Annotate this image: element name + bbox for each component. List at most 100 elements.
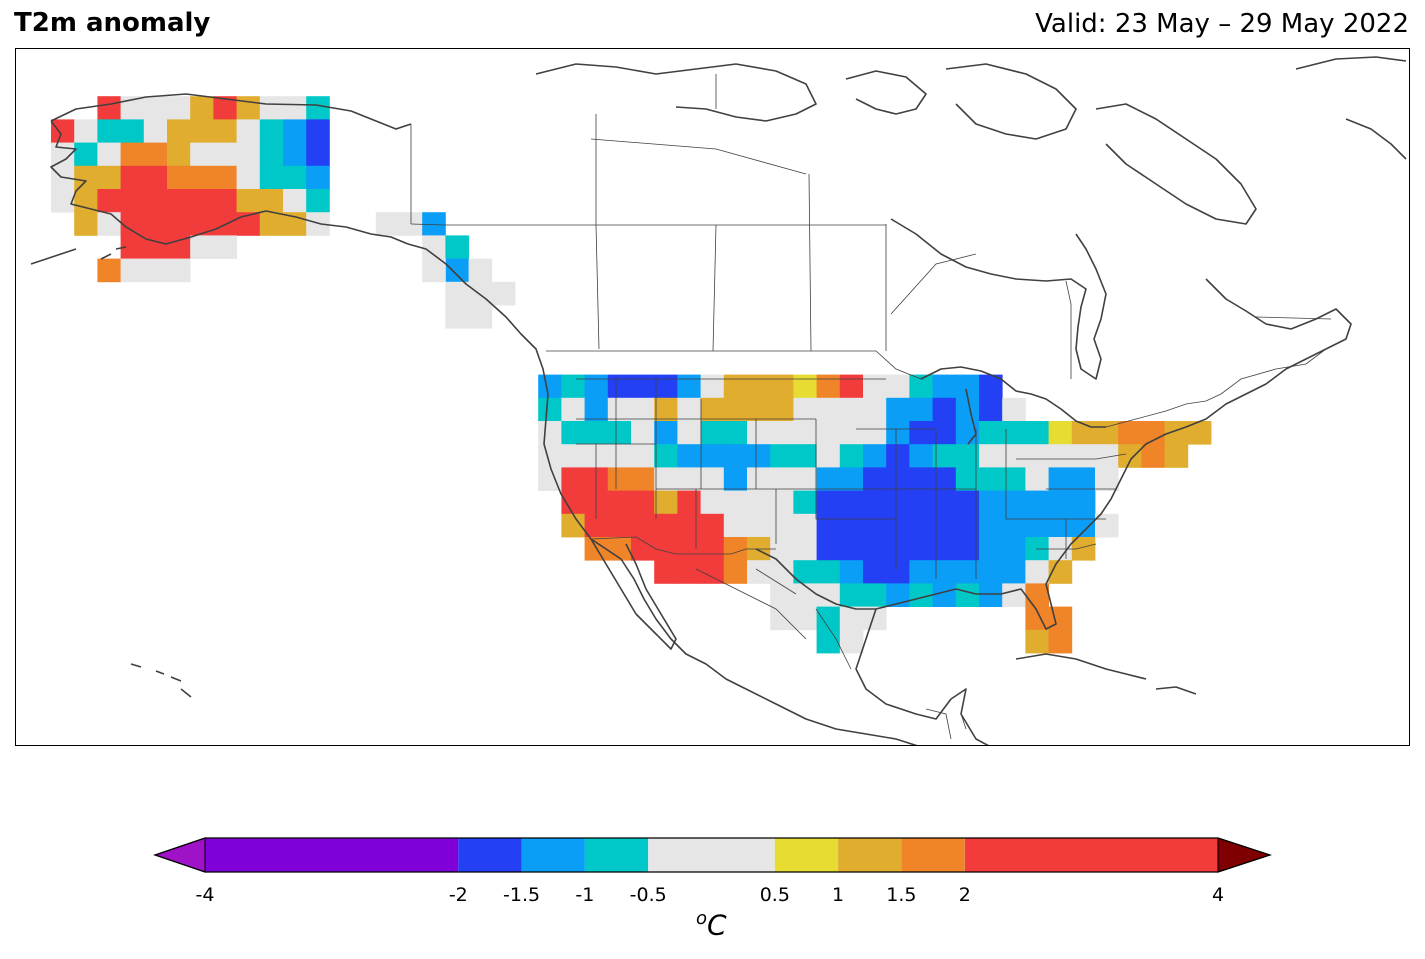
anomaly-cell-lower48 bbox=[538, 444, 562, 468]
anomaly-cell-lower48 bbox=[770, 583, 794, 607]
anomaly-cell-alaska bbox=[120, 165, 145, 190]
anomaly-cell-alaska bbox=[190, 212, 214, 236]
anomaly-cell-lower48 bbox=[654, 513, 678, 538]
valid-period: Valid: 23 May – 29 May 2022 bbox=[1035, 9, 1409, 39]
anomaly-cell-alaska bbox=[97, 189, 121, 213]
coastline-hudson bbox=[890, 218, 1107, 380]
anomaly-cell-lower48 bbox=[909, 421, 933, 445]
anomaly-cell-lower48 bbox=[770, 467, 794, 491]
colorbar-tick-label: -0.5 bbox=[629, 884, 667, 906]
anomaly-cell-alaska bbox=[213, 165, 237, 190]
anomaly-cell-lower48 bbox=[816, 629, 841, 654]
anomaly-cell-alaska bbox=[236, 119, 261, 143]
anomaly-cell-lower48 bbox=[700, 374, 725, 399]
anomaly-cell-lower48 bbox=[816, 583, 841, 607]
anomaly-cell-alaska bbox=[306, 142, 330, 167]
coastline-mexico-gulf bbox=[855, 608, 989, 745]
coastline-aleutians bbox=[30, 246, 127, 265]
anomaly-cell-lower48 bbox=[631, 490, 655, 515]
anomaly-cell-lower48 bbox=[700, 444, 725, 468]
anomaly-cell-lower48 bbox=[979, 444, 1003, 468]
map-title: T2m anomaly bbox=[14, 8, 211, 38]
anomaly-cell-lower48 bbox=[932, 490, 957, 515]
anomaly-cell-lower48 bbox=[816, 606, 841, 631]
anomaly-cell-lower48 bbox=[584, 421, 609, 445]
anomaly-cell-lower48 bbox=[1118, 444, 1142, 468]
anomaly-cell-lower48 bbox=[909, 513, 933, 538]
anomaly-cell-lower48 bbox=[863, 467, 887, 491]
anomaly-cell-lower48 bbox=[886, 537, 910, 561]
colorbar-tick-label: 1 bbox=[832, 884, 845, 906]
anomaly-cell-alaska bbox=[97, 142, 121, 167]
anomaly-cell-lower48 bbox=[654, 537, 678, 561]
anomaly-cell-lower48 bbox=[955, 467, 980, 491]
coastline-hawaii bbox=[130, 663, 192, 698]
anomaly-cell-alaska bbox=[422, 235, 446, 259]
anomaly-cell-lower48 bbox=[793, 490, 817, 515]
coastline-pacific bbox=[407, 243, 918, 745]
anomaly-cell-lower48 bbox=[932, 397, 957, 422]
anomaly-cell-lower48 bbox=[677, 374, 701, 399]
anomaly-cell-lower48 bbox=[909, 467, 933, 491]
anomaly-cell-lower48 bbox=[886, 444, 910, 468]
anomaly-cell-lower48 bbox=[886, 560, 910, 584]
anomaly-cell-lower48 bbox=[932, 537, 957, 561]
anomaly-cell-alaska bbox=[259, 119, 284, 143]
anomaly-cell-lower48 bbox=[747, 490, 771, 515]
anomaly-cell-lower48 bbox=[654, 560, 678, 584]
anomaly-cell-lower48 bbox=[793, 374, 817, 399]
anomaly-cell-lower48 bbox=[955, 397, 980, 422]
anomaly-cell-alaska bbox=[74, 212, 98, 236]
anomaly-cell-lower48 bbox=[816, 490, 841, 515]
anomaly-cell-alaska bbox=[51, 189, 75, 213]
colorbar-outline bbox=[153, 837, 1272, 873]
anomaly-cell-lower48 bbox=[654, 467, 678, 491]
unit-label: C bbox=[707, 908, 727, 942]
anomaly-cell-lower48 bbox=[839, 421, 864, 445]
colorbar-tick-label: -1.5 bbox=[503, 884, 541, 906]
coastline-baja bbox=[590, 538, 677, 650]
anomaly-cell-lower48 bbox=[677, 467, 701, 491]
colorbar-segment bbox=[648, 838, 775, 872]
anomaly-cell-alaska bbox=[97, 119, 121, 143]
anomaly-cell-alaska bbox=[143, 212, 168, 236]
anomaly-cell-lower48 bbox=[955, 374, 980, 399]
anomaly-cell-lower48 bbox=[654, 421, 678, 445]
anomaly-cell-lower48 bbox=[607, 397, 632, 422]
anomaly-cell-lower48 bbox=[979, 513, 1003, 538]
anomaly-cell-alaska bbox=[190, 165, 214, 190]
colorbar bbox=[153, 837, 1272, 873]
anomaly-cell-lower48 bbox=[1164, 444, 1189, 468]
colorbar-segment bbox=[458, 838, 522, 872]
border-mexico-states bbox=[695, 568, 852, 670]
anomaly-cell-lower48 bbox=[723, 421, 748, 445]
anomaly-cell-lower48 bbox=[677, 513, 701, 538]
anomaly-cell-alaska bbox=[375, 212, 400, 236]
anomaly-cell-lower48 bbox=[723, 467, 748, 491]
colorbar-segment bbox=[964, 838, 1219, 872]
anomaly-cell-lower48 bbox=[793, 444, 817, 468]
anomaly-cell-lower48 bbox=[654, 444, 678, 468]
anomaly-cell-lower48 bbox=[816, 374, 841, 399]
anomaly-cell-alaska bbox=[167, 165, 191, 190]
anomaly-cell-alaska bbox=[445, 258, 469, 283]
anomaly-cell-lower48 bbox=[793, 421, 817, 445]
anomaly-cell-lower48 bbox=[955, 537, 980, 561]
anomaly-cell-lower48 bbox=[909, 560, 933, 584]
anomaly-cell-alaska bbox=[167, 258, 191, 283]
anomaly-cell-lower48 bbox=[700, 560, 725, 584]
anomaly-cell-alaska bbox=[445, 305, 469, 329]
anomaly-cell-lower48 bbox=[631, 537, 655, 561]
anomaly-cell-alaska bbox=[283, 119, 307, 143]
anomaly-cell-lower48 bbox=[1025, 560, 1049, 584]
anomaly-cell-lower48 bbox=[1048, 421, 1073, 445]
anomaly-cell-lower48 bbox=[538, 397, 562, 422]
anomaly-cell-alaska bbox=[213, 189, 237, 213]
border-us-mexico bbox=[590, 536, 776, 555]
coastline-hispaniola bbox=[1155, 686, 1197, 695]
anomaly-cell-lower48 bbox=[538, 467, 562, 491]
anomaly-cell-lower48 bbox=[607, 490, 632, 515]
anomaly-cell-lower48 bbox=[607, 444, 632, 468]
anomaly-cell-lower48 bbox=[561, 513, 585, 538]
anomaly-cell-alaska bbox=[422, 258, 446, 283]
